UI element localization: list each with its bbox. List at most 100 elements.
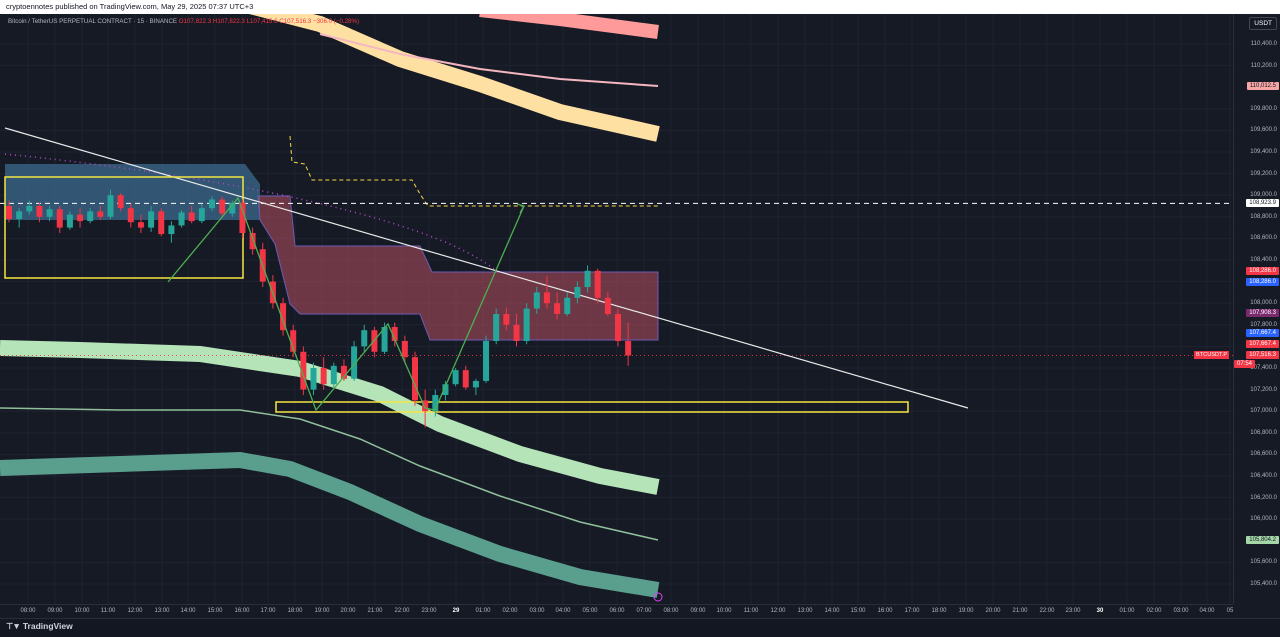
time-tick: 21:00 [1012, 608, 1028, 614]
brand-label: TradingView [22, 621, 73, 631]
time-tick: 10:00 [74, 608, 90, 614]
time-axis[interactable]: 08:00 09:00 10:00 11:00 12:00 13:00 14:00 15:00… [0, 604, 1233, 619]
price-tick: 105,400.0 [1250, 581, 1277, 587]
time-tick: 08:00 [20, 608, 36, 614]
price-tick: 109,000.0 [1250, 192, 1277, 199]
price-tick: 109,200.0 [1250, 170, 1277, 177]
time-tick: 09:00 [47, 608, 63, 614]
candle-body [6, 206, 12, 219]
price-tick: 110,200.0 [1250, 62, 1277, 69]
candle-body [452, 370, 459, 385]
candle-body [219, 199, 226, 214]
price-tick: 106,600.0 [1250, 451, 1277, 458]
candle-body [320, 368, 327, 385]
candle-body [462, 370, 469, 388]
time-tick: 15:00 [850, 608, 866, 614]
time-tick: 01:00 [1119, 608, 1135, 614]
time-tick: 15:00 [207, 608, 223, 614]
time-tick: 05 [1226, 608, 1234, 614]
candle-body [16, 211, 23, 219]
candle-body [412, 357, 418, 401]
time-tick: 13:00 [154, 608, 170, 614]
time-tick: 11:00 [100, 608, 116, 614]
publisher-bar: cryptoennotes published on TradingView.c… [0, 0, 1280, 14]
candle-body [513, 324, 520, 341]
time-tick: 23:00 [1065, 608, 1081, 614]
price-tick: 108,400.0 [1250, 257, 1277, 263]
price-tick: 107,800.0 [1250, 321, 1277, 328]
candle-body [36, 206, 43, 217]
candle-body [26, 206, 33, 212]
candle-body [107, 195, 114, 217]
arrow-head-icon [516, 203, 525, 214]
price-badge: 107,908.3 [1246, 309, 1279, 318]
price-badge: 107,667.4 [1246, 329, 1279, 338]
candle-body [310, 368, 317, 390]
candle-body [280, 303, 287, 331]
candle-body [533, 292, 540, 309]
candle-body [543, 292, 550, 304]
red-cloud [257, 195, 659, 341]
target-marker-icon [653, 592, 663, 602]
publisher-text: cryptoennotes published on TradingView.c… [6, 2, 254, 11]
legend-title: Bitcoin / TetherUS PERPETUAL CONTRACT · … [8, 18, 178, 25]
time-tick: 12:00 [770, 608, 786, 614]
chart-pane[interactable]: Bitcoin / TetherUS PERPETUAL CONTRACT · … [0, 14, 1233, 604]
red-ema-band [479, 14, 659, 39]
candle-body [361, 330, 368, 347]
candle-body [87, 211, 94, 222]
teal-band [0, 451, 660, 598]
time-tick: 17:00 [904, 608, 920, 614]
price-tick: 109,800.0 [1250, 105, 1277, 112]
currency-button[interactable]: USDT [1249, 17, 1277, 30]
candle-body [594, 270, 601, 298]
time-tick: 02:00 [502, 608, 518, 614]
symbol-tag: BTCUSDT.P [1194, 351, 1230, 360]
price-tick: 105,600.0 [1250, 559, 1277, 566]
candle-body [249, 233, 256, 250]
time-tick: 11:00 [743, 608, 759, 614]
descending-trendline [4, 127, 969, 409]
time-tick: 17:00 [260, 608, 276, 614]
candle-body [432, 395, 439, 412]
price-tick: 108,600.0 [1250, 235, 1277, 242]
time-tick: 04:00 [555, 608, 571, 614]
pink-ema-line [319, 33, 659, 87]
chart-canvas[interactable] [0, 14, 1233, 604]
time-tick: 14:00 [180, 608, 196, 614]
price-tick: 107,000.0 [1250, 408, 1277, 415]
price-badge: 107,667.4 [1246, 340, 1279, 349]
candle-body [584, 270, 591, 287]
thin-green-line [0, 407, 659, 541]
time-tick: 19:00 [314, 608, 330, 614]
candle-body [604, 297, 611, 314]
candle-body [148, 211, 155, 228]
candle-body [503, 314, 510, 325]
candle-body [523, 308, 530, 341]
price-tick: 106,200.0 [1250, 494, 1277, 501]
price-badge: 108,286.0 [1246, 266, 1279, 275]
candle-body [290, 330, 297, 352]
candle-body [422, 400, 429, 412]
time-tick: 30 [1096, 608, 1104, 614]
zigzag-projection [167, 196, 525, 412]
candle-body [188, 212, 195, 222]
support-box [275, 401, 909, 413]
candle-body [472, 380, 479, 388]
price-tick: 108,000.0 [1250, 300, 1277, 307]
candle-body [615, 314, 621, 341]
time-tick: 03:00 [529, 608, 545, 614]
tradingview-logo: ⊤▼ TradingView [6, 621, 73, 632]
candle-body [442, 384, 449, 395]
candle-body [178, 212, 185, 226]
time-tick: 23:00 [421, 608, 437, 614]
time-tick: 18:00 [931, 608, 947, 614]
candle-body [77, 214, 84, 222]
candle-body [300, 351, 307, 390]
time-tick: 03:00 [1173, 608, 1189, 614]
time-tick: 19:00 [958, 608, 974, 614]
time-tick: 09:00 [690, 608, 706, 614]
candle-body [56, 209, 63, 228]
price-axis[interactable]: USDT 110,400.0 110,200.0 109,800.0 109,600.… [1233, 14, 1280, 604]
time-tick: 05:00 [582, 608, 598, 614]
